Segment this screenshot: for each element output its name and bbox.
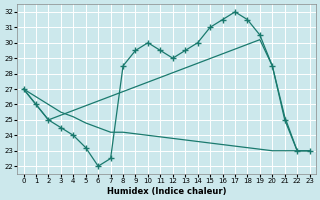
X-axis label: Humidex (Indice chaleur): Humidex (Indice chaleur) <box>107 187 226 196</box>
